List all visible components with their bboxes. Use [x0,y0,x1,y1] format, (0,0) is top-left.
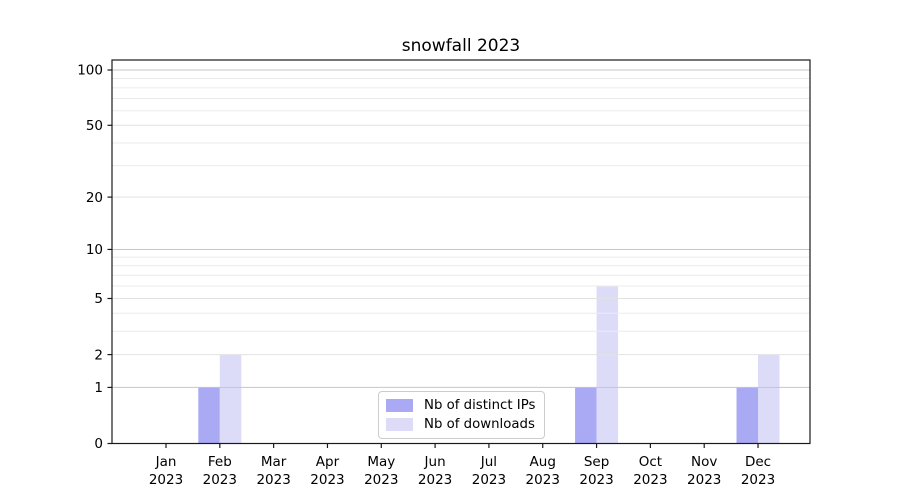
bar-dec-distinct-ips [736,387,759,444]
x-tick-label-month: Jun [424,454,446,470]
legend-swatch-distinct-ips [386,399,413,412]
y-tick-label: 10 [86,242,103,258]
x-tick-label-year: 2023 [579,472,613,488]
x-tick-label-year: 2023 [310,472,344,488]
x-tick-label-year: 2023 [149,472,183,488]
x-tick-label-year: 2023 [741,472,775,488]
bars-group [198,286,780,444]
legend: Nb of distinct IPs Nb of downloads [378,391,546,439]
y-tick-label: 1 [94,380,103,396]
legend-label-distinct-ips: Nb of distinct IPs [424,398,536,413]
chart-title: snowfall 2023 [401,36,521,56]
x-tick-label-year: 2023 [203,472,237,488]
y-axis-group: 0 1 2 5 10 20 50 100 [77,63,112,452]
gridlines-group [112,69,810,388]
x-axis-group: Jan 2023 Feb 2023 Mar 2023 Apr 2023 May 2023 Jun 20… [149,443,775,488]
x-tick-label-year: 2023 [364,472,398,488]
x-tick-label-year: 2023 [633,472,667,488]
x-tick-label-month: Apr [316,454,340,470]
y-tick-label: 2 [94,347,103,363]
axis-frame [111,59,811,445]
bar-sep-downloads [596,286,619,444]
x-tick-label-month: Jan [155,454,177,470]
legend-item-downloads: Nb of downloads [386,417,535,432]
x-tick-label-month: May [367,454,395,470]
legend-label-downloads: Nb of downloads [424,417,535,432]
bar-feb-downloads [219,354,242,444]
y-tick-label: 20 [86,190,103,206]
x-tick-label-year: 2023 [472,472,506,488]
x-tick-label-month: Nov [691,454,717,470]
y-tick-label: 5 [94,291,103,307]
x-tick-label-month: Sep [584,454,609,470]
y-tick-label: 0 [94,436,103,452]
bar-dec-downloads [758,354,780,444]
x-tick-label-month: Mar [261,454,287,470]
y-tick-label: 100 [77,63,103,79]
bar-sep-distinct-ips [575,387,597,444]
x-tick-label-month: Aug [530,454,556,470]
x-tick-label-month: Dec [745,454,771,470]
bar-feb-distinct-ips [198,387,220,444]
x-tick-label-month: Feb [208,454,232,470]
x-tick-label-year: 2023 [418,472,452,488]
x-tick-label-month: Oct [639,454,662,470]
x-tick-label-year: 2023 [256,472,290,488]
x-tick-label-month: Jul [480,454,497,470]
legend-swatch-downloads [386,418,413,431]
x-tick-label-year: 2023 [526,472,560,488]
x-tick-label-year: 2023 [687,472,721,488]
legend-item-distinct-ips: Nb of distinct IPs [386,398,535,413]
y-tick-label: 50 [86,118,103,134]
